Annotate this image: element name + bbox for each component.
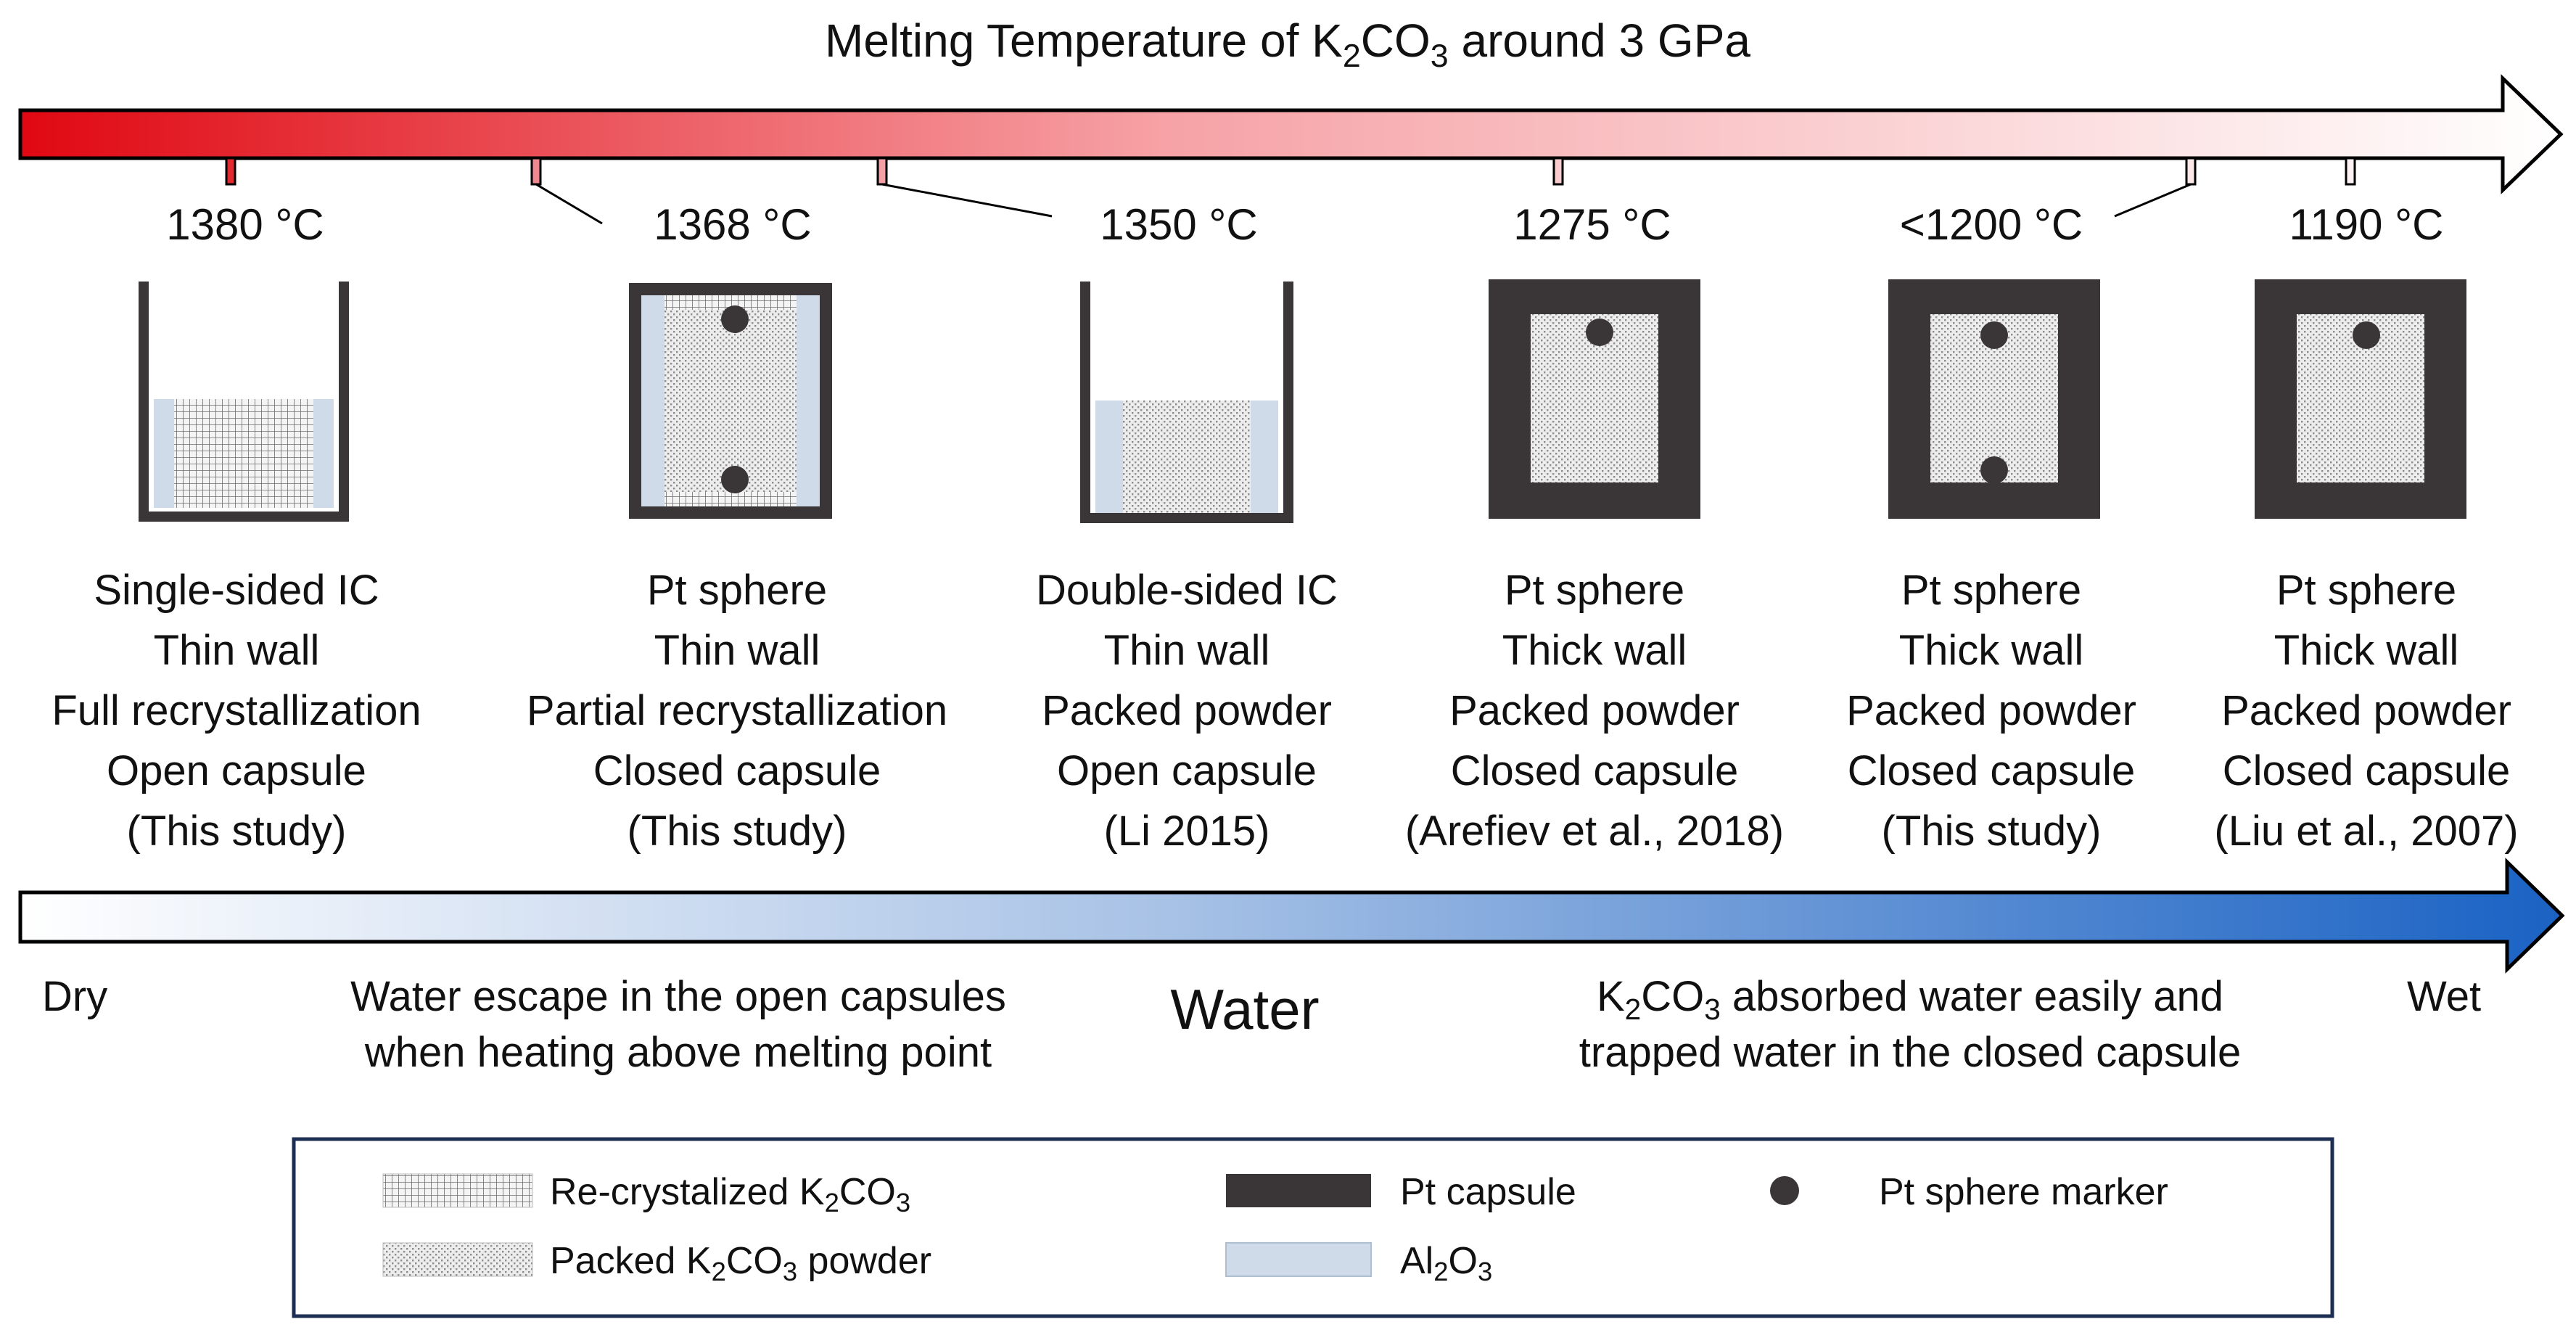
open-capsule-note: Water escape in the open capsules when h… (350, 973, 1006, 1076)
leader-1368 (535, 183, 603, 225)
temp-label: 1380 °C (166, 200, 324, 249)
sample-description-1: Single-sided IC Thin wall Full recrystal… (52, 567, 421, 855)
svg-text:Full recrystallization: Full recrystallization (52, 687, 421, 734)
svg-text:Thick wall: Thick wall (1899, 627, 2084, 674)
water-arrow (18, 858, 2565, 974)
tick-1350 (876, 157, 888, 186)
svg-text:Pt sphere: Pt sphere (2276, 567, 2456, 614)
legend-label-pt-sphere: Pt sphere marker (1879, 1171, 2168, 1213)
pt-sphere-marker (2353, 321, 2380, 349)
temp-label: <1200 °C (1900, 200, 2083, 249)
diagram-title: Melting Temperature of K2CO3 around 3 GP… (825, 15, 1750, 74)
temp-label: 1368 °C (654, 200, 811, 249)
svg-text:Thin wall: Thin wall (154, 627, 320, 674)
temperature-arrow (18, 74, 2564, 194)
capsule-1368 (629, 283, 832, 519)
legend-swatch-pt-sphere (1770, 1176, 1799, 1205)
capsule-1275 (1489, 279, 1700, 519)
legend-swatch-packed (382, 1242, 533, 1277)
sample-description-3: Double-sided IC Thin wall Packed powder … (1036, 567, 1338, 855)
legend-label-pt-capsule: Pt capsule (1400, 1171, 1576, 1213)
svg-text:Pt sphere: Pt sphere (1901, 567, 2081, 614)
pt-sphere-marker (721, 466, 749, 493)
leader-1200 (2114, 183, 2192, 218)
svg-text:Thin wall: Thin wall (654, 627, 820, 674)
water-label: Water (1170, 977, 1319, 1041)
svg-text:K2CO3 absorbed water easily an: K2CO3 absorbed water easily and (1597, 973, 2223, 1026)
svg-text:(This study): (This study) (1882, 808, 2102, 855)
svg-text:(This study): (This study) (127, 808, 347, 855)
svg-text:Closed capsule: Closed capsule (593, 747, 881, 794)
sample-description-2: Pt sphere Thin wall Partial recrystalliz… (527, 567, 947, 855)
legend-swatch-recrystalized (382, 1173, 533, 1208)
pt-sphere-marker (1980, 321, 2008, 349)
capsule-1190 (2255, 279, 2466, 519)
temperature-ticks (225, 157, 2356, 225)
svg-text:Packed powder: Packed powder (1449, 687, 1740, 734)
svg-text:Thin wall: Thin wall (1104, 627, 1270, 674)
svg-text:Packed powder: Packed powder (2221, 687, 2511, 734)
capsule-1200 (1888, 279, 2100, 519)
svg-text:when heating above melting poi: when heating above melting point (364, 1029, 992, 1076)
dry-label: Dry (42, 973, 107, 1020)
temp-label: 1350 °C (1100, 200, 1257, 249)
svg-text:Open capsule: Open capsule (1057, 747, 1317, 794)
svg-text:(Li 2015): (Li 2015) (1104, 808, 1270, 855)
temp-label: 1190 °C (2289, 200, 2443, 249)
temperature-labels: 1380 °C 1368 °C 1350 °C 1275 °C <1200 °C… (166, 200, 2443, 249)
legend-label-al2o3: Al2O3 (1400, 1240, 1492, 1286)
capsule-1350 (1080, 282, 1293, 523)
tick-1275 (1552, 157, 1564, 186)
svg-text:(Liu et al., 2007): (Liu et al., 2007) (2214, 808, 2518, 855)
svg-text:Open capsule: Open capsule (107, 747, 366, 794)
svg-text:trapped water in the closed ca: trapped water in the closed capsule (1579, 1029, 2241, 1076)
svg-text:Pt sphere: Pt sphere (1505, 567, 1684, 614)
tick-1190 (2345, 157, 2356, 186)
pt-sphere-marker (1980, 456, 2008, 484)
tick-1380 (225, 157, 236, 186)
legend-swatch-pt-capsule (1226, 1174, 1371, 1207)
svg-text:Packed powder: Packed powder (1846, 687, 2136, 734)
svg-text:Thick wall: Thick wall (2274, 627, 2459, 674)
pt-sphere-marker (721, 305, 749, 333)
leader-1350 (881, 183, 1053, 218)
capsule-1380 (139, 282, 349, 522)
legend-label-recrystalized: Re-crystalized K2CO3 (550, 1171, 910, 1217)
wet-label: Wet (2407, 973, 2481, 1020)
svg-text:(This study): (This study) (627, 808, 847, 855)
sample-description-6: Pt sphere Thick wall Packed powder Close… (2214, 567, 2518, 855)
svg-text:Closed capsule: Closed capsule (1848, 747, 2136, 794)
svg-text:Double-sided IC: Double-sided IC (1036, 567, 1338, 614)
sample-description-5: Pt sphere Thick wall Packed powder Close… (1846, 567, 2136, 855)
svg-text:Thick wall: Thick wall (1502, 627, 1687, 674)
tick-1368 (530, 157, 542, 186)
tick-1200 (2185, 157, 2197, 186)
pt-sphere-marker (1586, 319, 1613, 346)
svg-text:Closed capsule: Closed capsule (1451, 747, 1739, 794)
legend: Re-crystalized K2CO3 Packed K2CO3 powder… (292, 1137, 2334, 1318)
svg-text:Packed powder: Packed powder (1042, 687, 1332, 734)
svg-text:Pt sphere: Pt sphere (647, 567, 827, 614)
temp-label: 1275 °C (1513, 200, 1671, 249)
legend-swatch-al2o3 (1225, 1242, 1372, 1277)
svg-text:(Arefiev et al., 2018): (Arefiev et al., 2018) (1405, 808, 1784, 855)
sample-description-4: Pt sphere Thick wall Packed powder Close… (1405, 567, 1784, 855)
svg-text:Water escape in the open capsu: Water escape in the open capsules (350, 973, 1006, 1020)
svg-text:Closed capsule: Closed capsule (2223, 747, 2511, 794)
legend-label-packed: Packed K2CO3 powder (550, 1240, 931, 1286)
closed-capsule-note: K2CO3 absorbed water easily and trapped … (1579, 973, 2241, 1076)
svg-text:Single-sided IC: Single-sided IC (94, 567, 379, 614)
svg-text:Partial recrystallization: Partial recrystallization (527, 687, 947, 734)
